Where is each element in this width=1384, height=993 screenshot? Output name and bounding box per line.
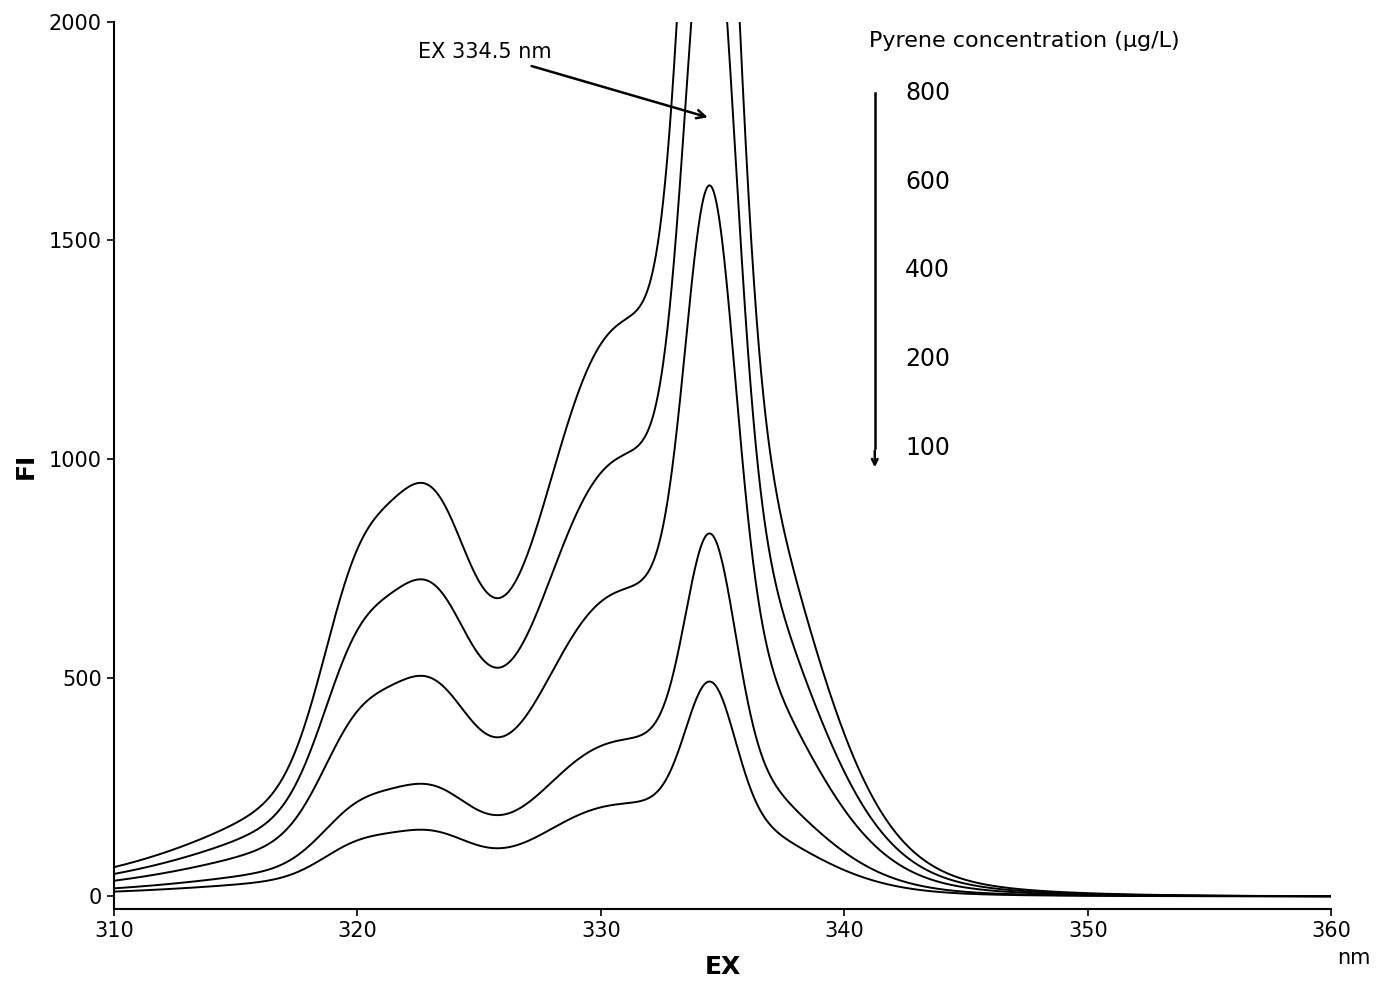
Text: 100: 100 xyxy=(905,436,949,460)
Text: nm: nm xyxy=(1337,948,1370,968)
Text: Pyrene concentration (µg/L): Pyrene concentration (µg/L) xyxy=(869,31,1179,51)
Text: 400: 400 xyxy=(905,258,951,282)
X-axis label: EX: EX xyxy=(704,955,740,979)
Text: EX 334.5 nm: EX 334.5 nm xyxy=(418,43,704,118)
Y-axis label: FI: FI xyxy=(14,453,37,479)
Text: 600: 600 xyxy=(905,170,951,194)
Text: 200: 200 xyxy=(905,348,951,371)
Text: 800: 800 xyxy=(905,80,951,105)
